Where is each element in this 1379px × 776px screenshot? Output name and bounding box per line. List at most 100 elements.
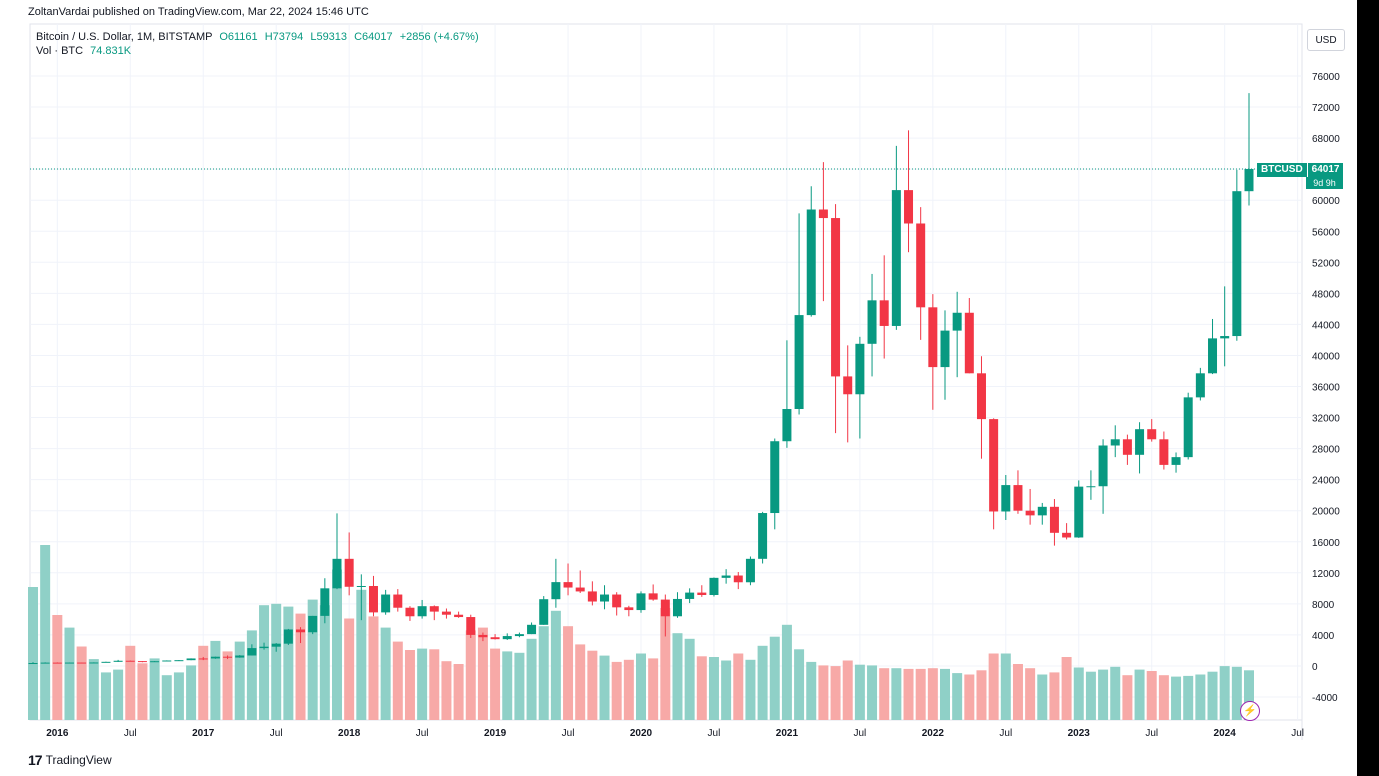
candle-body[interactable] (271, 643, 281, 647)
candle-body[interactable] (1062, 532, 1072, 538)
candle-body[interactable] (1110, 439, 1120, 446)
candle-body[interactable] (600, 594, 610, 602)
candle-body[interactable] (709, 577, 719, 596)
candle-body[interactable] (891, 190, 901, 326)
candle-body[interactable] (28, 663, 38, 665)
candle-body[interactable] (235, 655, 245, 658)
candle-body[interactable] (1122, 439, 1132, 455)
candle-body[interactable] (113, 660, 123, 662)
candle-body[interactable] (575, 587, 585, 592)
candle-body[interactable] (429, 606, 439, 612)
candle-body[interactable] (162, 660, 172, 662)
candle-body[interactable] (1183, 397, 1193, 458)
candle-body[interactable] (478, 634, 488, 638)
candle-body[interactable] (247, 648, 257, 656)
candle-body[interactable] (466, 617, 476, 635)
candle-body[interactable] (344, 558, 354, 587)
legend-symbol[interactable]: Bitcoin / U.S. Dollar, 1M, BITSTAMP (36, 31, 213, 43)
candle-body[interactable] (1208, 338, 1218, 374)
candle-body[interactable] (539, 599, 549, 625)
candle-body[interactable] (867, 300, 877, 344)
candle-body[interactable] (137, 661, 147, 663)
candle-body[interactable] (514, 634, 524, 637)
candle-body[interactable] (660, 599, 670, 617)
candle-body[interactable] (320, 588, 330, 616)
candle-body[interactable] (818, 209, 828, 219)
candle-body[interactable] (1001, 485, 1011, 512)
candle-body[interactable] (587, 591, 597, 602)
candle-body[interactable] (794, 315, 804, 410)
candle-body[interactable] (296, 629, 306, 633)
candle-body[interactable] (879, 300, 889, 326)
candle-body[interactable] (368, 585, 378, 613)
candle-body[interactable] (40, 662, 50, 664)
candle-body[interactable] (174, 660, 184, 662)
candle-body[interactable] (441, 611, 451, 615)
candle-body[interactable] (1232, 191, 1242, 337)
candle-body[interactable] (308, 615, 318, 633)
candle-body[interactable] (1037, 506, 1047, 516)
candle-body[interactable] (904, 190, 914, 224)
candle-body[interactable] (758, 513, 768, 559)
candle-body[interactable] (1013, 485, 1023, 511)
candle-body[interactable] (964, 312, 974, 374)
candle-body[interactable] (1195, 373, 1205, 398)
candle-body[interactable] (125, 660, 135, 662)
candle-body[interactable] (77, 662, 87, 664)
candle-body[interactable] (64, 662, 74, 664)
candle-body[interactable] (952, 312, 962, 331)
candle-body[interactable] (527, 624, 537, 635)
candle-body[interactable] (150, 661, 160, 663)
candle-body[interactable] (672, 598, 682, 617)
candle-body[interactable] (1147, 429, 1157, 440)
candle-body[interactable] (745, 558, 755, 583)
legend-vol-label[interactable]: Vol · BTC (36, 45, 84, 57)
candle-body[interactable] (454, 614, 464, 618)
candle-body[interactable] (697, 592, 707, 596)
candle-body[interactable] (405, 607, 415, 617)
candle-body[interactable] (940, 330, 950, 368)
candle-body[interactable] (976, 373, 986, 420)
currency-button[interactable]: USD (1307, 29, 1345, 51)
candle-body[interactable] (612, 594, 622, 608)
candle-body[interactable] (1244, 169, 1254, 192)
candle-body[interactable] (782, 409, 792, 442)
candle-body[interactable] (381, 594, 391, 613)
lightning-icon[interactable]: ⚡ (1240, 701, 1260, 721)
candle-body[interactable] (1074, 486, 1084, 538)
candle-body[interactable] (210, 656, 220, 659)
candle-body[interactable] (770, 441, 780, 514)
candle-body[interactable] (648, 593, 658, 600)
candle-body[interactable] (223, 656, 233, 658)
candle-body[interactable] (1220, 336, 1230, 339)
candle-body[interactable] (89, 662, 99, 664)
candle-body[interactable] (843, 376, 853, 395)
candle-body[interactable] (855, 343, 865, 395)
candle-body[interactable] (1098, 445, 1108, 487)
candle-body[interactable] (563, 582, 573, 588)
candle-body[interactable] (502, 636, 512, 640)
candle-body[interactable] (721, 575, 731, 578)
candle-body[interactable] (928, 307, 938, 368)
candle-body[interactable] (831, 218, 841, 377)
candle-body[interactable] (393, 594, 403, 608)
candle-body[interactable] (332, 558, 342, 589)
candle-body[interactable] (1135, 429, 1145, 455)
candle-body[interactable] (624, 607, 634, 611)
candle-body[interactable] (989, 419, 999, 512)
candle-body[interactable] (551, 582, 561, 600)
candle-body[interactable] (636, 593, 646, 611)
candle-body[interactable] (186, 658, 196, 661)
candle-body[interactable] (685, 592, 695, 599)
candle-body[interactable] (101, 661, 111, 663)
candle-body[interactable] (490, 637, 500, 640)
candle-body[interactable] (1025, 510, 1035, 516)
candle-body[interactable] (1171, 457, 1181, 465)
candle-body[interactable] (417, 606, 427, 617)
candle-body[interactable] (198, 658, 208, 660)
candle-body[interactable] (259, 646, 269, 649)
candle-body[interactable] (283, 629, 293, 644)
candle-body[interactable] (1086, 486, 1096, 488)
candle-body[interactable] (1159, 439, 1169, 465)
